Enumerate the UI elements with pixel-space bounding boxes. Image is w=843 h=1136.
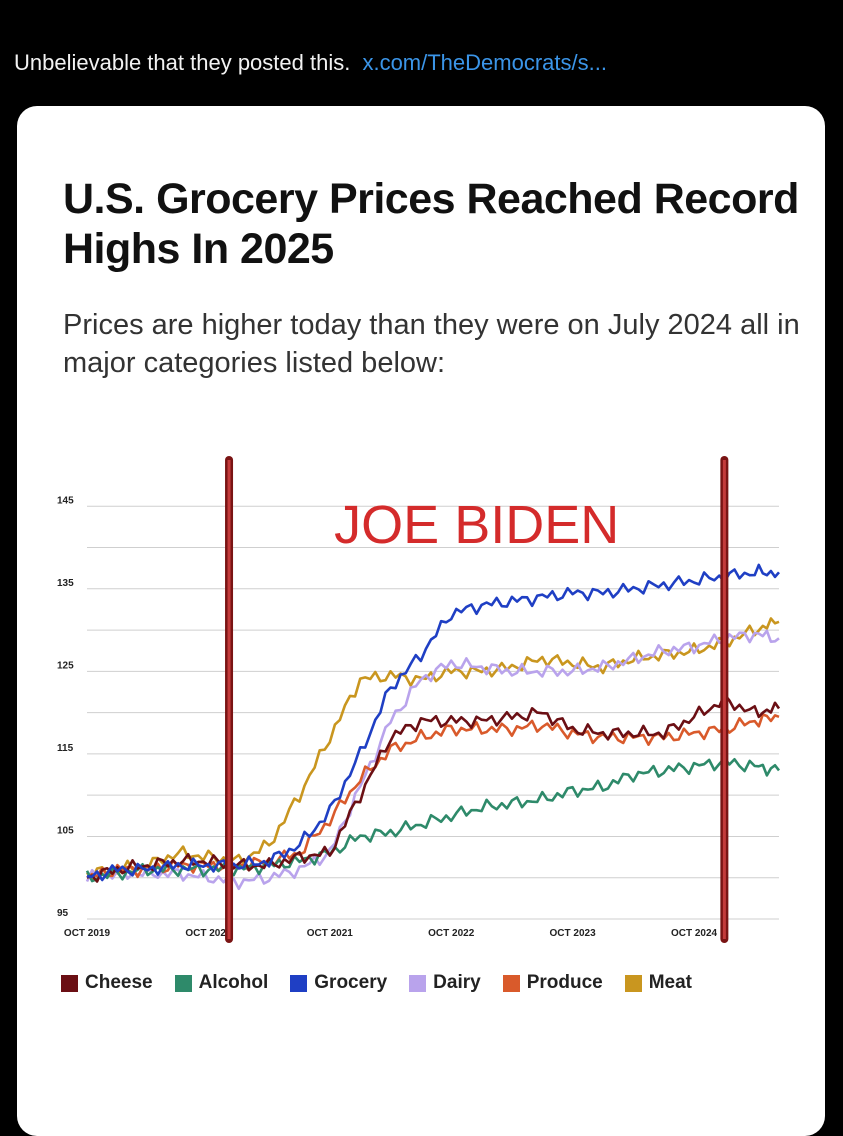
x-tick-label: OCT 2019: [64, 928, 111, 939]
legend-item-dairy: Dairy: [409, 972, 481, 994]
marker-line-highlight: [227, 460, 231, 939]
series-line-cheese: [86, 692, 781, 883]
x-tick-label: OCT 2023: [550, 928, 597, 939]
legend-item-grocery: Grocery: [290, 972, 387, 994]
series-line-meat: [85, 617, 780, 881]
x-tick-labels: OCT 2019 OCT 2020 OCT 2021 OCT 2022 OCT 2023…: [64, 928, 718, 939]
x-tick-label: OCT 2022: [428, 928, 475, 939]
x-tick-label: OCT 2024: [671, 928, 718, 939]
grid-lines: [87, 505, 779, 920]
y-tick-label: 95: [57, 908, 69, 919]
y-tick-label: 105: [57, 825, 74, 836]
chart-title: U.S. Grocery Prices Reached Record Highs…: [63, 175, 799, 273]
legend-item-cheese: Cheese: [61, 972, 153, 994]
series-line-grocery: [86, 563, 780, 882]
y-tick-label: 125: [57, 660, 74, 671]
series-line-alcohol: [85, 756, 781, 883]
legend-label: Alcohol: [198, 972, 269, 993]
legend-item-alcohol: Alcohol: [174, 972, 269, 994]
post-caption: Unbelievable that they posted this.: [14, 50, 351, 75]
series-line-produce: [86, 713, 780, 879]
y-tick-label: 135: [57, 578, 74, 589]
series-lines: [85, 563, 781, 891]
y-tick-label: 145: [57, 495, 74, 506]
legend-label: Grocery: [314, 972, 388, 993]
chart-subtitle: Prices are higher today than they were o…: [63, 309, 800, 379]
legend-label: Cheese: [85, 972, 153, 993]
chart-card: U.S. Grocery Prices Reached Record Highs…: [17, 106, 825, 1136]
chart-annotation: JOE BIDEN: [334, 495, 619, 555]
legend-swatch: [624, 974, 642, 992]
marker-lines: [225, 456, 729, 943]
chart-legend: Cheese Alcohol Grocery Dairy Produce Meat: [61, 972, 692, 994]
y-tick-label: 115: [57, 743, 74, 754]
legend-label: Produce: [526, 972, 603, 993]
x-tick-label: OCT 2020: [185, 928, 232, 939]
x-tick-label: OCT 2021: [307, 928, 354, 939]
legend-item-produce: Produce: [502, 972, 603, 994]
y-tick-labels: 95 105 115 125 135 145: [57, 495, 74, 919]
legend-item-meat: Meat: [624, 972, 693, 994]
marker-line-highlight: [722, 460, 726, 939]
post-link[interactable]: x.com/TheDemocrats/s...: [362, 50, 607, 75]
series-line-dairy: [85, 629, 780, 891]
legend-swatch: [290, 974, 308, 992]
legend-swatch: [502, 974, 520, 992]
legend-swatch: [61, 974, 78, 992]
legend-swatch: [409, 974, 427, 992]
post-text: Unbelievable that they posted this. x.co…: [14, 50, 607, 76]
legend-label: Dairy: [433, 972, 481, 993]
legend-swatch: [174, 974, 192, 992]
legend-label: Meat: [648, 972, 693, 993]
